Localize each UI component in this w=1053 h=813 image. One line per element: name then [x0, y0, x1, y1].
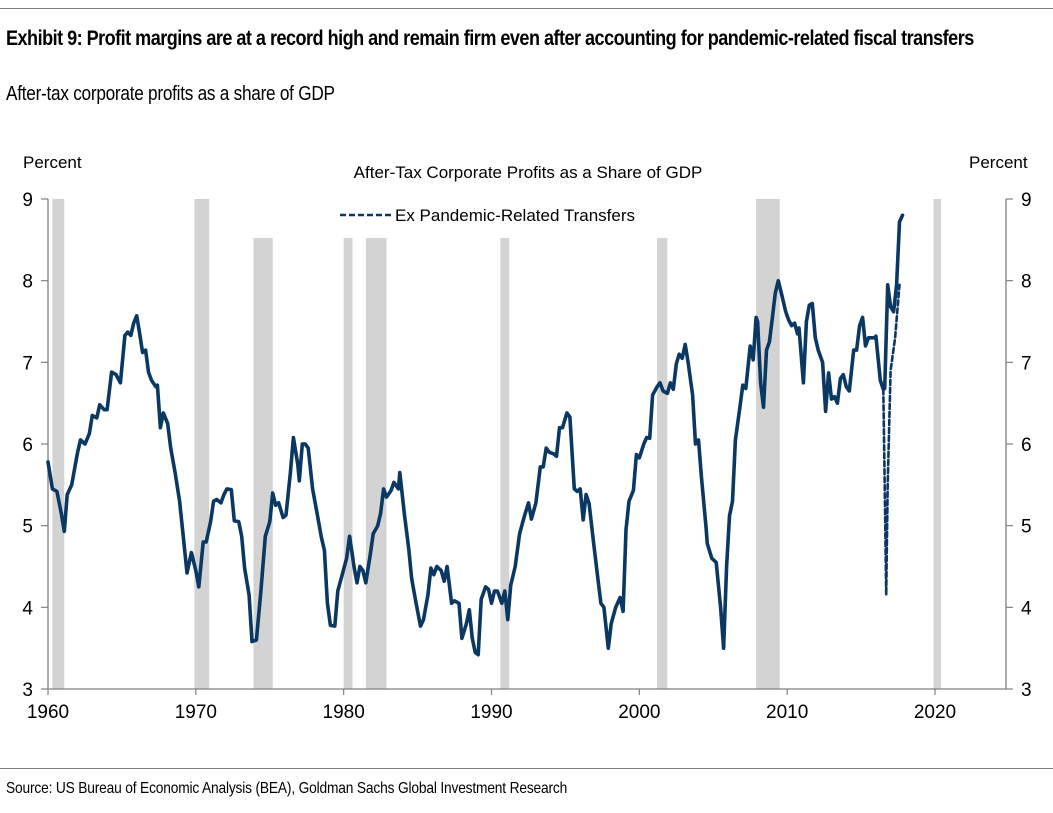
recession-bar [343, 238, 353, 689]
y-tick-label-left: 6 [22, 435, 33, 456]
recession-bar [365, 238, 387, 689]
series-line-ex-transfers [882, 283, 901, 597]
x-tick-label: 2010 [766, 702, 808, 723]
y-tick-label-left: 5 [22, 517, 33, 538]
bottom-rule [0, 768, 1053, 769]
source-note: Source: US Bureau of Economic Analysis (… [6, 780, 568, 797]
y-tick-label-right: 3 [1021, 680, 1032, 701]
y-tick-label-left: 4 [22, 598, 33, 619]
recession-bars [52, 199, 941, 689]
y-tick-label-left: 3 [22, 680, 33, 701]
series-lines [46, 213, 905, 657]
recession-bar [500, 238, 510, 689]
series-line-profits-share [46, 213, 905, 657]
exhibit-title: Exhibit 9: Profit margins are at a recor… [6, 27, 974, 50]
x-tick-label: 1980 [323, 702, 365, 723]
legend-entry-main-series: After-Tax Corporate Profits as a Share o… [354, 163, 703, 182]
y-tick-label-right: 7 [1021, 353, 1032, 374]
y-tick-label-right: 9 [1021, 190, 1032, 211]
recession-bar [253, 238, 273, 689]
y-tick-label-left: 7 [22, 353, 33, 374]
legend: After-Tax Corporate Profits as a Share o… [340, 163, 702, 225]
y-tick-label-right: 5 [1021, 517, 1032, 538]
legend-entry-ex-transfers: Ex Pandemic-Related Transfers [395, 206, 635, 225]
y-tick-label-left: 8 [22, 272, 33, 293]
y-tick-label-left: 9 [22, 190, 33, 211]
x-tick-label: 1960 [27, 702, 69, 723]
recession-bar [194, 199, 210, 689]
top-rule [0, 8, 1053, 9]
x-tick-label: 1990 [470, 702, 512, 723]
y-tick-label-right: 8 [1021, 272, 1032, 293]
recession-bar [933, 199, 941, 689]
y-axis-label-left: Percent [23, 153, 82, 172]
y-axis-label-right: Percent [969, 153, 1028, 172]
x-tick-label: 2020 [914, 702, 956, 723]
recession-bar [52, 199, 65, 689]
exhibit-subtitle: After-tax corporate profits as a share o… [6, 83, 335, 105]
recession-bar [657, 238, 668, 689]
x-tick-label: 1970 [175, 702, 217, 723]
recession-bar [756, 199, 780, 689]
y-tick-label-right: 6 [1021, 435, 1032, 456]
x-tick-label: 2000 [618, 702, 660, 723]
y-tick-label-right: 4 [1021, 598, 1032, 619]
axes: 3 3 4 4 5 5 6 6 7 7 8 8 9 9 1960 1970 1980 1990 2000 2010 20… [22, 190, 1032, 723]
